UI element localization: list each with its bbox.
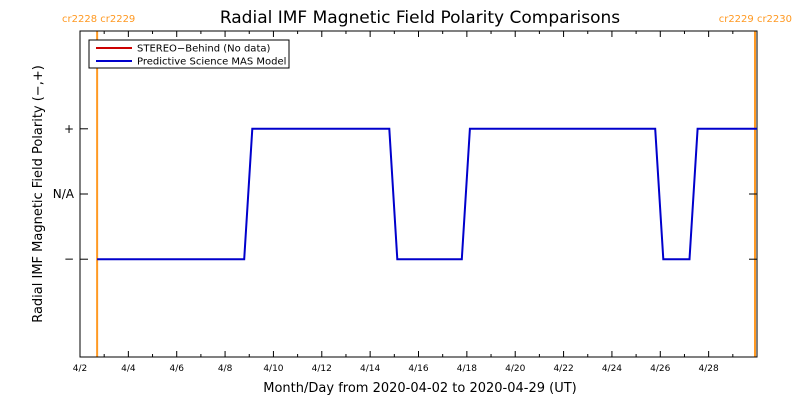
- legend-label-stereo: STEREO−Behind (No data): [137, 44, 270, 55]
- series-layer: [97, 127, 757, 261]
- y-tick-label: +: [64, 122, 74, 136]
- series-line-mas-model: [97, 127, 757, 261]
- x-tick-label: 4/6: [169, 364, 184, 374]
- x-tick-label: 4/24: [602, 364, 622, 374]
- x-axis: 4/2 4/4 4/6 4/8 4/10 4/12 4/14 4/16 4/18 4/20 4/22…: [73, 31, 734, 374]
- y-axis: + N/A −: [53, 122, 757, 266]
- x-tick-label: 4/26: [650, 364, 670, 374]
- x-tick-label: 4/28: [699, 364, 719, 374]
- plot-frame: [79, 30, 758, 358]
- x-tick-label: 4/8: [218, 364, 233, 374]
- carrington-label: cr2229 cr2230: [719, 14, 792, 25]
- x-tick-label: 4/2: [73, 364, 87, 374]
- y-axis-label: Radial IMF Magnetic Field Polarity (−,+): [31, 65, 46, 323]
- legend-box: [88, 39, 290, 69]
- y-tick-label: N/A: [53, 187, 75, 201]
- x-tick-label: 4/16: [408, 364, 428, 374]
- x-tick-label: 4/10: [263, 364, 283, 374]
- y-tick-label: −: [64, 252, 74, 266]
- legend: STEREO−Behind (No data) Predictive Scien…: [88, 39, 290, 69]
- x-tick-label: 4/20: [505, 364, 525, 374]
- x-tick-label: 4/22: [553, 364, 573, 374]
- x-tick-label: 4/12: [312, 364, 332, 374]
- legend-label-mas-model: Predictive Science MAS Model: [137, 57, 286, 68]
- x-tick-label: 4/18: [457, 364, 477, 374]
- x-tick-label: 4/14: [360, 364, 380, 374]
- chart-title: Radial IMF Magnetic Field Polarity Compa…: [220, 8, 620, 28]
- x-axis-label: Month/Day from 2020-04-02 to 2020-04-29 …: [263, 381, 576, 396]
- carrington-label: cr2228 cr2229: [62, 14, 135, 25]
- x-tick-label: 4/4: [121, 364, 136, 374]
